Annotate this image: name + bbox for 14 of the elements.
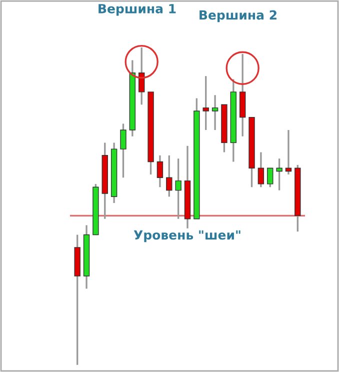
candlestick <box>120 122 126 178</box>
candlestick <box>212 94 218 131</box>
text: Вершина 2 <box>200 10 276 22</box>
text: Вершина 1 <box>98 4 176 16</box>
candlestick <box>267 167 274 188</box>
candlestick <box>166 154 172 198</box>
ref-line-label: Уровень "шеи" <box>134 230 240 242</box>
candlestick <box>138 46 145 106</box>
candlestick <box>175 158 182 220</box>
candlestick <box>156 154 164 188</box>
candlestick <box>258 151 264 188</box>
candlestick <box>285 129 292 176</box>
candlestick <box>202 75 209 131</box>
candlestick <box>276 158 282 192</box>
